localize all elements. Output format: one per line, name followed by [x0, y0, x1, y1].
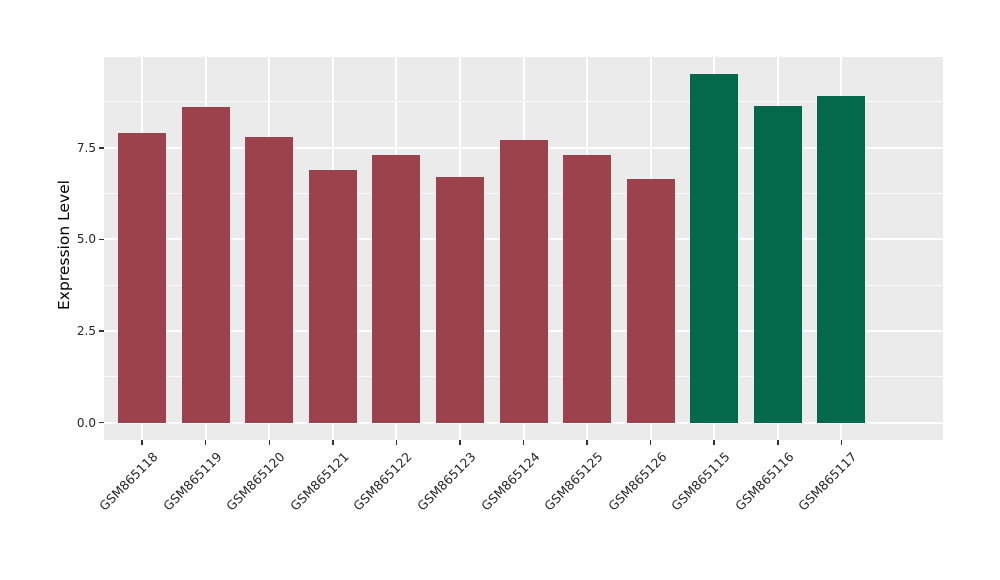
x-tick-label: GSM865118 [96, 449, 161, 514]
x-tick-mark [459, 440, 461, 445]
x-tick-label: GSM865120 [223, 449, 288, 514]
x-tick-label: GSM865122 [350, 449, 415, 514]
y-tick-label: 0.0 [76, 415, 96, 430]
bar [245, 136, 294, 423]
bar [626, 178, 675, 423]
y-tick-label: 2.5 [76, 324, 96, 338]
bar [817, 96, 866, 423]
x-tick-mark [840, 440, 843, 445]
x-tick-mark [777, 440, 779, 445]
y-tick-mark [99, 330, 104, 332]
bar [435, 177, 484, 423]
x-tick-mark [268, 440, 270, 445]
y-tick-label: 5.0 [76, 232, 96, 247]
x-tick-mark [332, 440, 334, 445]
bar [753, 105, 802, 423]
y-tick-label: 7.5 [76, 140, 96, 155]
x-tick-label: GSM865121 [286, 449, 352, 514]
x-tick-label: GSM865125 [541, 449, 606, 514]
x-tick-mark [713, 440, 715, 445]
y-tick-mark [99, 238, 104, 241]
x-tick-mark [649, 440, 652, 445]
bar [372, 155, 421, 423]
x-tick-mark [204, 440, 207, 445]
y-tick-mark [99, 421, 104, 424]
x-tick-mark [522, 440, 525, 445]
x-tick-label: GSM865126 [604, 449, 670, 514]
y-tick-mark [99, 147, 104, 149]
x-tick-label: GSM865119 [159, 449, 225, 514]
x-tick-mark [141, 440, 143, 445]
x-tick-label: GSM865123 [414, 449, 479, 514]
bar [499, 140, 548, 423]
bar [118, 133, 167, 423]
x-tick-label: GSM865117 [795, 449, 860, 514]
x-tick-label: GSM865115 [668, 449, 733, 514]
x-tick-label: GSM865116 [731, 449, 797, 514]
x-tick-label: GSM865124 [477, 449, 543, 514]
plot-panel [104, 57, 943, 440]
bar [563, 155, 612, 423]
x-tick-mark [395, 440, 398, 445]
x-tick-mark [586, 440, 588, 445]
bar [181, 107, 230, 423]
bar [308, 169, 357, 423]
bar [690, 74, 739, 423]
